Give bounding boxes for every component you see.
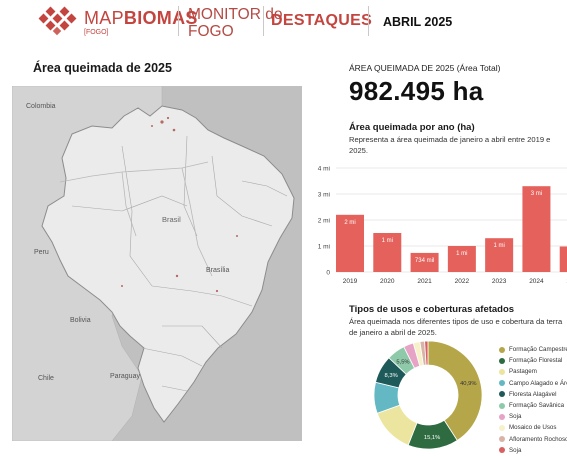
legend-item[interactable]: Floresta Alagável [499,389,567,400]
legend-item[interactable]: Soja [499,411,567,422]
legend-swatch [499,368,505,375]
rivers [59,161,213,277]
header-divider [263,6,264,36]
map-canvas: Colombia Peru Bolivia Paraguay Chile Bra… [12,86,302,441]
y-tick-label: 3 mi [318,192,330,199]
legend-label: Formação Florestal [509,357,563,365]
legend-swatch [499,447,505,454]
legend-label: Afloramento Rochoso [509,435,567,443]
kpi-label: ÁREA QUEIMADA DE 2025 (Área Total) [349,63,501,73]
monitor-title-line1: MONITOR do [188,6,283,23]
legend-swatch [499,402,505,409]
donut-subtitle-line2: de janeiro a abril de 2025. [349,328,437,337]
legend-label: Mosaico de Usos [509,424,557,432]
header-divider [178,6,179,36]
burned-area-map[interactable]: Colombia Peru Bolivia Paraguay Chile Bra… [12,86,302,441]
legend-swatch [499,391,505,398]
bar-chart-subtitle: Representa a área queimada de janeiro a … [349,135,551,155]
x-tick-label: 2024 [529,278,544,285]
monitor-title: MONITOR do FOGO [188,6,282,40]
donut-data-label: 5,5% [396,359,409,365]
kpi-value: 982.495 ha [349,76,484,106]
donut-legend: Formação Campestre Formação Florestal Past… [499,344,567,456]
bar-data-label: 1 mi [382,238,393,244]
map-labels: Colombia Peru Bolivia Paraguay Chile Bra… [26,103,229,382]
legend-label: Soja [509,446,522,454]
map-label-brasil: Brasil [162,215,181,224]
x-tick-label: 2022 [455,278,470,285]
bar-2020[interactable] [373,233,402,272]
donut-data-label: 15,1% [424,435,440,441]
legend-swatch [499,380,505,387]
map-label-paraguay: Paraguay [110,373,140,380]
legend-label: Campo Alagado e Áre [509,379,567,387]
bar-chart: 0 1 mi 2 mi 3 mi 4 mi 2 mi 2019 1 mi 2020 734 mil… [318,166,567,285]
bar-data-label: 1 mi [493,243,504,249]
bar-data-label: 3 mi [531,191,542,197]
bar-2021[interactable] [410,252,439,272]
brand-name: MAPBIOMAS [84,8,198,29]
section-title: DESTAQUES [271,12,373,29]
report-month: ABRIL 2025 [383,15,453,29]
legend-swatch [499,424,505,431]
x-tick-label: 2019 [343,278,358,285]
brand-light: MAP [84,8,124,28]
legend-item[interactable]: Afloramento Rochoso [499,434,567,445]
legend-item[interactable]: Pastagem [499,366,567,377]
bar-chart-title: Área queimada por ano (ha) [349,122,475,133]
map-label-colombia: Colombia [26,103,56,110]
legend-item[interactable]: Formação Campestre [499,344,567,355]
donut-subtitle-line1: Área queimada nos diferentes tipos de us… [349,317,563,326]
legend-label: Soja [509,413,522,421]
legend-item[interactable]: Soja [499,445,567,456]
y-tick-label: 2 mi [318,218,330,225]
y-tick-label: 4 mi [318,166,330,173]
x-tick-label: 2023 [492,278,507,285]
brand-subtitle: [FOGO] [84,29,109,36]
brazil-territory [41,105,295,423]
x-tick-label: 2021 [417,278,432,285]
donut-slice[interactable] [427,340,483,441]
map-label-brasilia: Brasília [206,267,229,274]
legend-item[interactable]: Campo Alagado e Áre [499,378,567,389]
legend-swatch [499,357,505,364]
legend-label: Pastagem [509,368,537,376]
donut-slice[interactable] [424,340,429,366]
donut-chart-title: Tipos de usos e coberturas afetados [349,304,515,315]
legend-swatch [499,346,505,353]
map-label-peru: Peru [34,249,49,256]
brand-bold: BIOMAS [123,8,198,28]
burned-area-dots [121,116,238,293]
y-tick-label: 0 [326,270,330,277]
legend-swatch [499,413,505,420]
legend-label: Formação Campestre [509,346,567,354]
legend-swatch [499,436,505,443]
x-tick-label: 2020 [380,278,395,285]
bar-2019[interactable] [336,214,364,272]
header-divider [368,6,369,36]
donut-data-label: 8,3% [385,373,398,379]
bar-2024[interactable] [522,186,551,272]
y-tick-label: 1 mi [318,244,330,251]
bar-data-label: 1 mi [456,251,467,257]
state-borders [71,135,288,392]
legend-label: Floresta Alagável [509,390,557,398]
map-label-chile: Chile [38,375,54,382]
bar-2022[interactable] [447,246,476,272]
legend-label: Formação Savânica [509,402,565,410]
monitor-title-line2: FOGO [188,23,234,40]
bar-data-label: 734 mil [415,258,434,264]
mapbiomas-logo-icon [38,6,77,36]
map-title: Área queimada de 2025 [33,61,172,75]
map-label-bolivia: Bolivia [70,317,91,324]
legend-item[interactable]: Formação Savânica [499,400,567,411]
legend-item[interactable]: Mosaico de Usos [499,422,567,433]
donut-chart-subtitle: Área queimada nos diferentes tipos de us… [349,316,567,338]
legend-item[interactable]: Formação Florestal [499,355,567,366]
bar-data-label: 2 mi [344,220,355,226]
bar-2025[interactable] [559,246,567,272]
bar-2023[interactable] [485,238,514,272]
donut-chart: 40,9% 15,1% 8,3% 5,5% [373,340,483,450]
donut-data-label: 40,9% [460,381,476,387]
